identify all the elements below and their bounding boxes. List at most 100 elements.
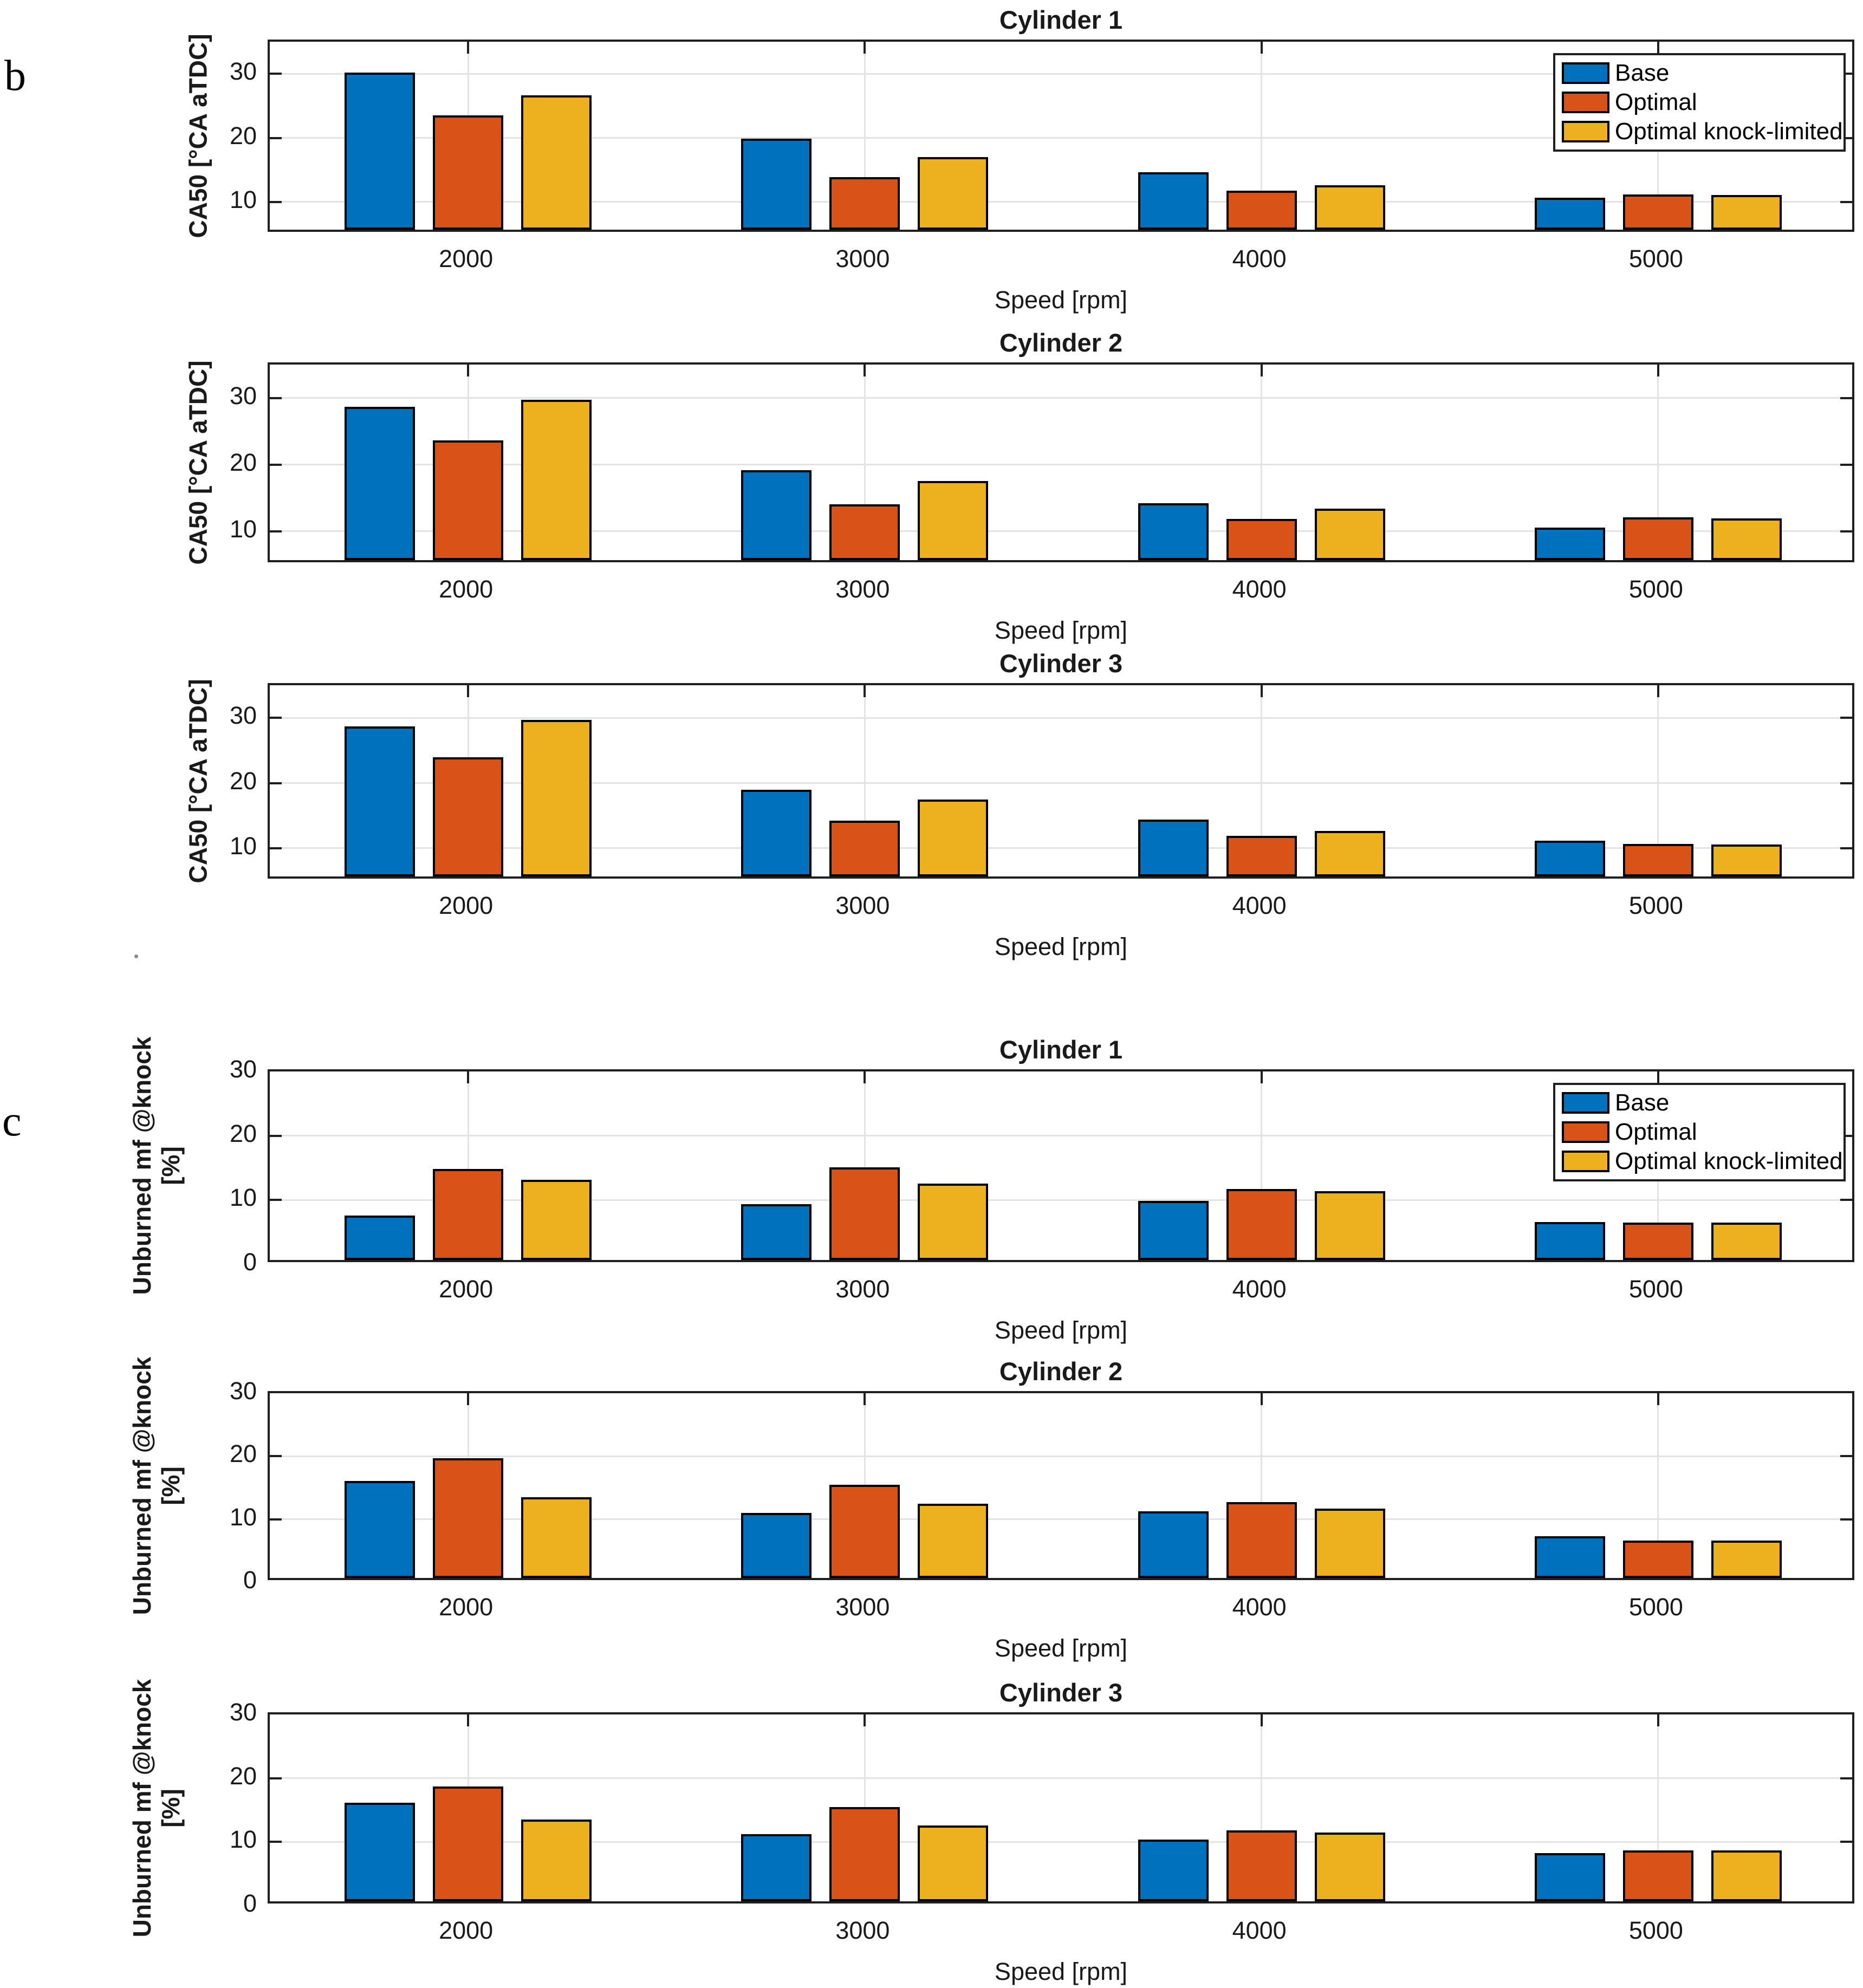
bar-base-4000 xyxy=(1138,172,1209,230)
xtick-label: 2000 xyxy=(439,575,494,603)
ytick-mark-left xyxy=(270,1841,282,1843)
y-axis-label: CA50 [°CA aTDC] xyxy=(184,360,213,564)
gridline-y-10 xyxy=(270,1518,1852,1521)
xtick-mark-top xyxy=(1260,42,1263,54)
bar-optimal-3000 xyxy=(829,1484,900,1578)
xtick-mark-top xyxy=(1260,685,1263,697)
x-axis-label: Speed [rpm] xyxy=(994,616,1128,644)
xtick-mark-top xyxy=(1260,365,1263,376)
xtick-mark-top xyxy=(467,685,470,697)
gridline-y-30 xyxy=(270,73,1852,75)
ytick-mark-right xyxy=(1840,1841,1852,1843)
gridline-y-20 xyxy=(270,464,1852,465)
xtick-label: 4000 xyxy=(1232,1593,1287,1621)
xtick-label: 5000 xyxy=(1628,1593,1683,1621)
legend-item-optimal-knock-limited: Optimal knock-limited xyxy=(1555,117,1843,146)
bar-optimal-knock-limited-3000 xyxy=(918,157,989,230)
ytick-mark-right xyxy=(1840,137,1852,139)
bar-optimal-4000 xyxy=(1226,1830,1297,1901)
xtick-mark-top xyxy=(864,365,866,376)
ytick-mark-left xyxy=(270,397,282,399)
gridline-y-20 xyxy=(270,1135,1852,1137)
gridline-x-4000 xyxy=(1261,365,1263,560)
chart-title: Cylinder 3 xyxy=(999,649,1123,678)
gridline-x-4000 xyxy=(1261,1714,1263,1901)
gridline-x-4000 xyxy=(1261,1393,1263,1578)
bar-optimal-knock-limited-5000 xyxy=(1711,518,1782,560)
ytick-mark-left xyxy=(270,1777,282,1779)
ytick-label: 30 xyxy=(229,1377,257,1405)
legend-swatch-icon xyxy=(1562,92,1609,113)
bar-optimal-2000 xyxy=(433,1786,504,1901)
plot-area xyxy=(268,1391,1854,1580)
gridline-y-10 xyxy=(270,530,1852,532)
gridline-x-5000 xyxy=(1657,1714,1659,1901)
ytick-label: 10 xyxy=(229,185,257,213)
ytick-mark-left xyxy=(270,137,282,139)
bar-optimal-knock-limited-3000 xyxy=(918,1503,989,1578)
bar-optimal-3000 xyxy=(829,820,900,876)
legend-box: Base Optimal Optimal knock-limited xyxy=(1553,53,1846,152)
ytick-label: 10 xyxy=(229,831,257,860)
bar-optimal-knock-limited-5000 xyxy=(1711,844,1782,876)
ytick-label: 30 xyxy=(229,381,257,410)
ytick-label: 20 xyxy=(229,1119,257,1147)
bar-base-2000 xyxy=(345,1802,416,1901)
ytick-mark-right xyxy=(1840,847,1852,849)
ytick-mark-right xyxy=(1840,73,1852,75)
legend-item-label: Optimal knock-limited xyxy=(1615,118,1843,145)
xtick-label: 2000 xyxy=(439,1275,494,1303)
xtick-label: 4000 xyxy=(1232,575,1287,603)
y-axis-label: Unburned mf @knock [%] xyxy=(128,1679,185,1937)
bar-base-3000 xyxy=(741,789,812,876)
plot-area xyxy=(268,683,1854,879)
xtick-mark-top xyxy=(864,1071,866,1083)
x-axis-label: Speed [rpm] xyxy=(994,1316,1128,1344)
xtick-label: 3000 xyxy=(835,575,890,603)
xtick-label: 5000 xyxy=(1628,892,1683,919)
ytick-mark-right xyxy=(1840,1134,1852,1137)
bar-optimal-knock-limited-3000 xyxy=(918,1183,989,1260)
x-axis-label: Speed [rpm] xyxy=(994,933,1128,960)
bar-optimal-knock-limited-3000 xyxy=(918,1825,989,1901)
bar-optimal-3000 xyxy=(829,177,900,230)
bar-optimal-knock-limited-4000 xyxy=(1314,1509,1385,1578)
bar-optimal-knock-limited-3000 xyxy=(918,800,989,876)
y-axis-label-line: [%] xyxy=(157,1146,185,1185)
xtick-label: 3000 xyxy=(835,1593,890,1621)
ytick-mark-left xyxy=(270,1455,282,1458)
legend-swatch-icon xyxy=(1562,1151,1609,1172)
y-axis-label: Unburned mf @knock [%] xyxy=(128,1356,185,1615)
xtick-label: 3000 xyxy=(835,892,890,919)
xtick-label: 2000 xyxy=(439,1593,494,1621)
ytick-mark-left xyxy=(270,463,282,466)
ytick-mark-right xyxy=(1840,717,1852,719)
legend-item-base: Base xyxy=(1555,1088,1843,1118)
gridline-x-2000 xyxy=(467,1071,469,1260)
bar-base-2000 xyxy=(345,73,416,230)
bar-optimal-4000 xyxy=(1226,518,1297,560)
bar-optimal-5000 xyxy=(1622,194,1693,230)
plot-area xyxy=(268,362,1854,562)
bar-optimal-3000 xyxy=(829,1807,900,1901)
ytick-mark-right xyxy=(1840,1455,1852,1458)
x-axis-label: Speed [rpm] xyxy=(994,1958,1128,1985)
gridline-y-30 xyxy=(270,717,1852,719)
bar-base-2000 xyxy=(345,1480,416,1578)
bar-optimal-2000 xyxy=(433,757,504,876)
ytick-mark-right xyxy=(1840,530,1852,532)
bar-optimal-knock-limited-3000 xyxy=(918,480,989,560)
xtick-label: 3000 xyxy=(835,245,890,272)
y-axis-label-line: Unburned mf @knock xyxy=(128,1356,157,1615)
bar-optimal-knock-limited-2000 xyxy=(521,95,592,230)
bar-optimal-knock-limited-4000 xyxy=(1314,1191,1385,1260)
xtick-label: 4000 xyxy=(1232,245,1287,272)
bar-optimal-4000 xyxy=(1226,1189,1297,1260)
ytick-mark-left xyxy=(270,1134,282,1137)
bar-optimal-knock-limited-5000 xyxy=(1711,1223,1782,1260)
ytick-mark-left xyxy=(270,1518,282,1521)
gridline-x-5000 xyxy=(1657,685,1659,876)
xtick-label: 3000 xyxy=(835,1916,890,1944)
legend-item-label: Base xyxy=(1615,1089,1670,1116)
